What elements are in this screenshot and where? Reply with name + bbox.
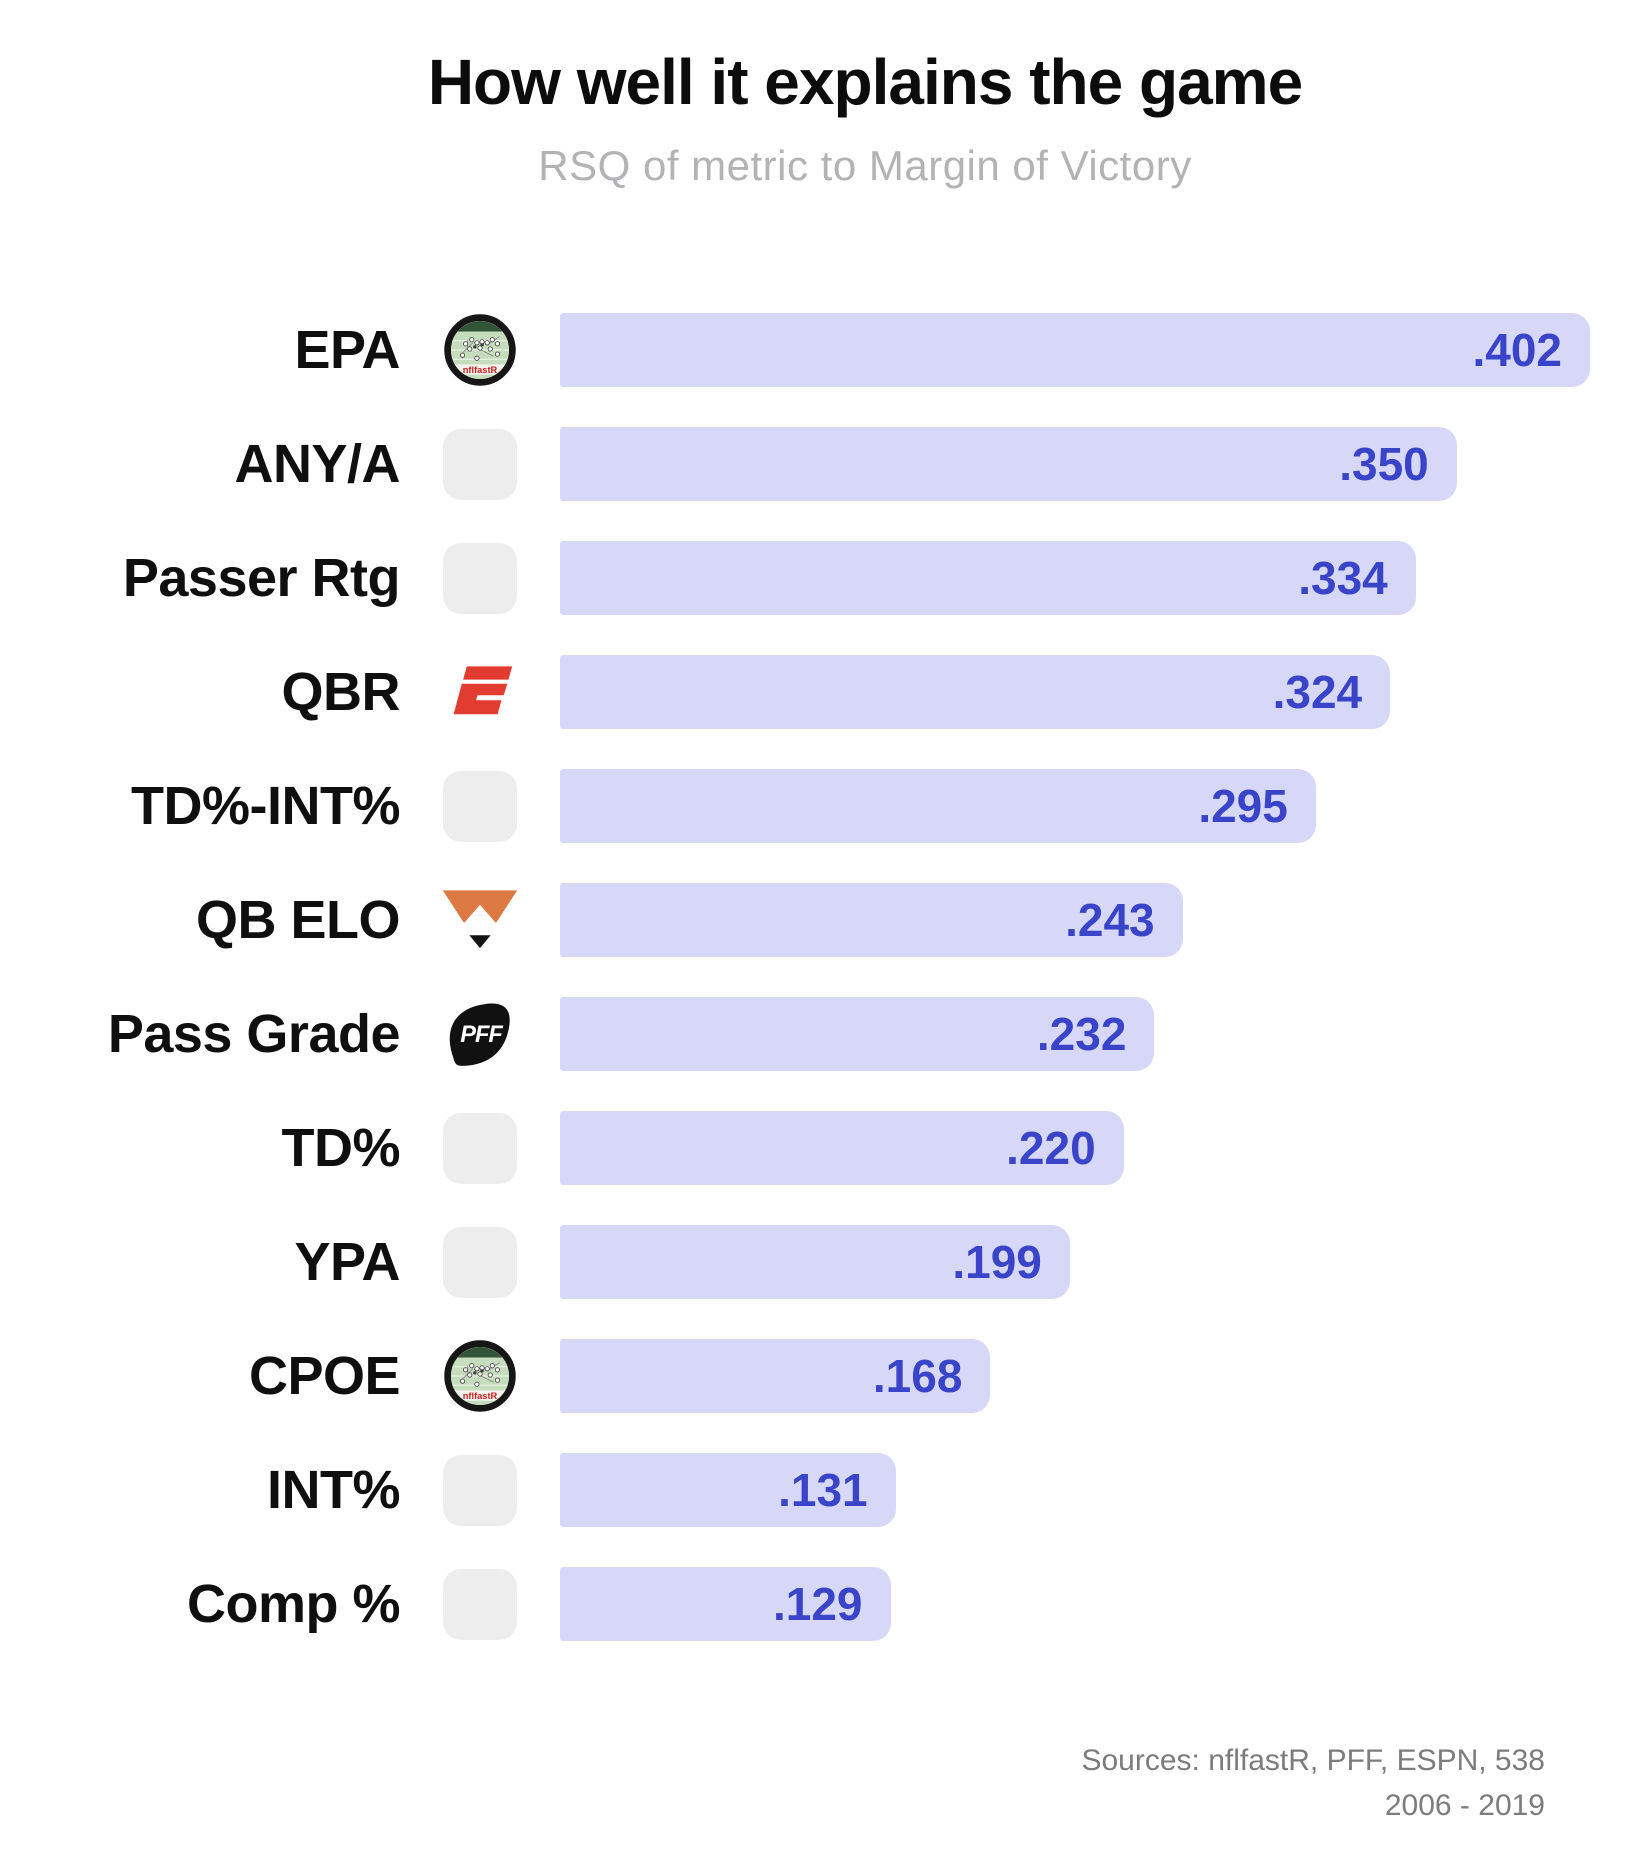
placeholder-icon (443, 428, 517, 500)
chart-row-td: TD% .220 (0, 1091, 1630, 1205)
sources-line2: 2006 - 2019 (1384, 1789, 1545, 1822)
chart-row-ypa: YPA .199 (0, 1205, 1630, 1319)
bar-track: .129 (560, 1567, 1590, 1641)
metric-icon-cell (400, 1433, 560, 1547)
bar-value-label: .199 (952, 1236, 1042, 1288)
bar-track: .243 (560, 883, 1590, 957)
metric-label: Passer Rtg (122, 548, 401, 608)
bar-track: .295 (560, 769, 1590, 843)
nflfastr-icon: nflfastR (444, 314, 516, 386)
metric-label: Comp % (187, 1574, 401, 1634)
metric-bar: .402 (560, 313, 1590, 387)
metric-label: Pass Grade (107, 1004, 401, 1064)
metric-bar: .199 (560, 1225, 1070, 1299)
metric-label: EPA (294, 320, 400, 380)
bar-track: .324 (560, 655, 1590, 729)
metric-label: QBR (281, 662, 401, 722)
bar-track: .334 (560, 541, 1590, 615)
chart-row-qbr: QBR .324 (0, 635, 1630, 749)
metric-label: QB ELO (195, 890, 401, 950)
chart-row-qb-elo: QB ELO .243 (0, 863, 1630, 977)
metric-icon-cell (400, 1205, 560, 1319)
metric-bar: .243 (560, 883, 1183, 957)
metric-icon-cell (400, 521, 560, 635)
metric-icon-cell (400, 1091, 560, 1205)
svg-text:nflfastR: nflfastR (463, 1391, 498, 1401)
bar-track: .232 (560, 997, 1590, 1071)
chart-row-any-a: ANY/A .350 (0, 407, 1630, 521)
metric-icon-cell (400, 635, 560, 749)
chart-row-comp: Comp % .129 (0, 1547, 1630, 1661)
metric-icon-cell: nflfastR (400, 1319, 560, 1433)
bar-value-label: .232 (1036, 1008, 1127, 1060)
metric-icon-cell (400, 863, 560, 977)
bar-value-label: .295 (1198, 780, 1288, 832)
metric-bar: .350 (560, 427, 1457, 501)
metric-bar: .295 (560, 769, 1316, 843)
bar-value-label: .131 (778, 1464, 868, 1516)
metric-icon-cell: nflfastR (400, 293, 560, 407)
metric-label: TD% (281, 1118, 401, 1178)
metric-icon-cell: PFF (400, 977, 560, 1091)
bar-value-label: .402 (1472, 324, 1562, 376)
svg-text:PFF: PFF (460, 1022, 503, 1048)
chart-row-epa: EPA nflfastR .402 (0, 293, 1630, 407)
metric-label: INT% (267, 1460, 401, 1520)
fivethirtyeight-fox-icon (442, 890, 518, 949)
chart-row-int: INT% .131 (0, 1433, 1630, 1547)
bar-value-label: .243 (1065, 894, 1155, 946)
metric-icon-cell (400, 407, 560, 521)
chart-row-pass-grade: Pass Grade PFF .232 (0, 977, 1630, 1091)
placeholder-icon (443, 542, 517, 614)
metric-bar: .324 (560, 655, 1391, 729)
bar-value-label: .129 (772, 1578, 863, 1630)
placeholder-icon (443, 1454, 517, 1526)
bar-value-label: .350 (1339, 438, 1429, 490)
metric-icon-cell (400, 1547, 560, 1661)
bar-chart: EPA nflfastR .402 ANY/A .350 Passer Rtg (0, 293, 1630, 1661)
metric-bar: .131 (560, 1453, 896, 1527)
placeholder-icon (443, 1568, 517, 1640)
placeholder-icon (443, 1112, 517, 1184)
bar-track: .220 (560, 1111, 1590, 1185)
bar-value-label: .334 (1298, 552, 1388, 604)
chart-subtitle: RSQ of metric to Margin of Victory (538, 141, 1192, 189)
bar-track: .131 (560, 1453, 1590, 1527)
bar-track: .199 (560, 1225, 1590, 1299)
metric-icon-cell (400, 749, 560, 863)
bar-value-label: .168 (872, 1350, 963, 1402)
bar-track: .168 (560, 1339, 1590, 1413)
chart-row-cpoe: CPOE nflfastR .168 (0, 1319, 1630, 1433)
sources-line1: Sources: nflfastR, PFF, ESPN, 538 (1081, 1744, 1545, 1777)
metric-bar: .220 (560, 1111, 1124, 1185)
pff-icon: PFF (449, 1003, 510, 1066)
chart-header: How well it explains the game RSQ of met… (0, 46, 1630, 190)
sources-note: Sources: nflfastR, PFF, ESPN, 538 2006 -… (1081, 1738, 1545, 1828)
metric-bar: .232 (560, 997, 1155, 1071)
bar-track: .402 (560, 313, 1590, 387)
metric-bar: .129 (560, 1567, 891, 1641)
nflfastr-icon: nflfastR (444, 1340, 516, 1412)
metric-label: TD%-INT% (131, 776, 400, 836)
bar-value-label: .220 (1006, 1122, 1096, 1174)
metric-label: YPA (294, 1232, 400, 1292)
chart-row-td-int: TD%-INT% .295 (0, 749, 1630, 863)
chart-row-passer-rtg: Passer Rtg .334 (0, 521, 1630, 635)
metric-bar: .334 (560, 541, 1416, 615)
metric-bar: .168 (560, 1339, 991, 1413)
placeholder-icon (443, 770, 517, 842)
chart-title: How well it explains the game (427, 46, 1303, 118)
bar-track: .350 (560, 427, 1590, 501)
espn-icon (453, 666, 513, 715)
placeholder-icon (443, 1226, 517, 1298)
bar-value-label: .324 (1272, 666, 1363, 718)
metric-label: CPOE (248, 1346, 401, 1406)
metric-label: ANY/A (234, 434, 400, 494)
svg-text:nflfastR: nflfastR (463, 365, 498, 375)
